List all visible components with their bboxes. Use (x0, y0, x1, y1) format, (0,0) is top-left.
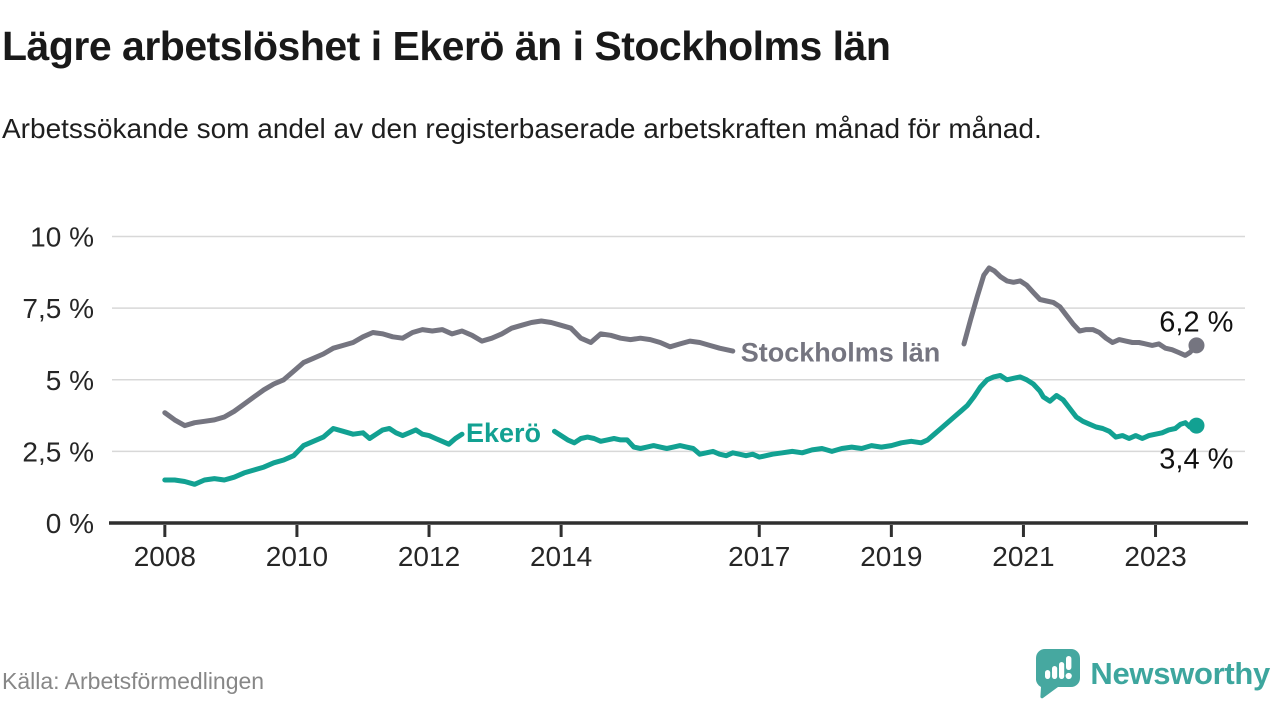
end-value-label-stockholms-lan: 6,2 % (1159, 306, 1233, 338)
source-note: Källa: Arbetsförmedlingen (2, 668, 265, 694)
x-tick-label: 2023 (1124, 541, 1186, 572)
end-dot-stockholms-lan (1188, 337, 1205, 354)
page-title: Lägre arbetslöshet i Ekerö än i Stockhol… (2, 23, 891, 69)
x-tick-label: 2008 (134, 541, 196, 572)
series-label-stockholms-lan: Stockholms län (741, 338, 941, 368)
newsworthy-logo-text: Newsworthy (1090, 656, 1270, 691)
series-line-ekero (162, 426, 465, 487)
y-tick-label: 10 % (30, 222, 94, 253)
series-line-ekero (552, 373, 1199, 460)
end-dot-ekero (1188, 417, 1205, 434)
newsworthy-logo: Newsworthy (1036, 648, 1270, 700)
x-tick-label: 2017 (728, 541, 790, 572)
x-tick-label: 2010 (266, 541, 328, 572)
x-tick-label: 2021 (992, 541, 1054, 572)
y-tick-label: 0 % (46, 508, 94, 539)
series-line-stockholms-lan (961, 265, 1199, 358)
series-label-ekero: Ekerö (466, 418, 541, 448)
end-value-label-ekero: 3,4 % (1159, 444, 1233, 476)
page-subtitle: Arbetssökande som andel av den registerb… (2, 113, 1042, 144)
series-line-stockholms-lan (162, 318, 736, 429)
x-tick-label: 2019 (860, 541, 922, 572)
y-tick-label: 7,5 % (22, 293, 94, 324)
x-tick-label: 2014 (530, 541, 592, 572)
newsworthy-logo-icon (1036, 649, 1081, 699)
x-tick-label: 2012 (398, 541, 460, 572)
y-tick-label: 2,5 % (22, 436, 94, 467)
y-tick-label: 5 % (46, 365, 94, 396)
